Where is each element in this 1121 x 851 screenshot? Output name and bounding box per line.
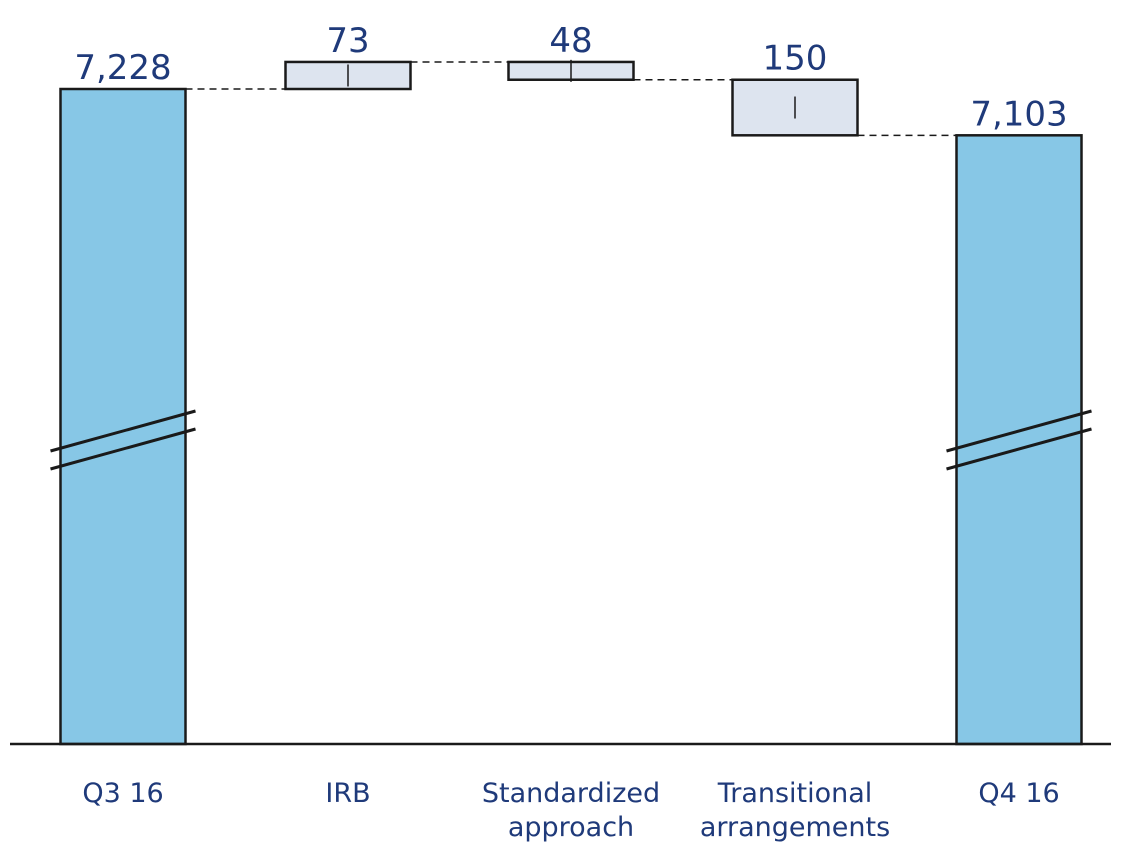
category-label-1: IRB [325,778,370,809]
category-label-0: Q3 16 [82,778,163,809]
category-label-3: Transitional arrangements [700,778,890,843]
value-label-3: 150 [763,39,828,79]
axis-break-0-1 [50,427,196,471]
category-label-4: Q4 16 [978,778,1059,809]
value-label-0: 7,228 [74,48,171,88]
axis-break-4-1 [946,427,1092,471]
category-labels: Q3 16 IRB Standardized approach Transitional… [82,778,1059,843]
connector-lines [185,61,957,137]
value-label-2: 48 [549,21,592,61]
value-label-1: 73 [326,21,369,61]
axis-breaks [50,409,1092,471]
value-label-4: 7,103 [970,94,1067,134]
axis-break-0-0 [50,409,196,453]
axis-break-4-0 [946,409,1092,453]
bars [59,59,1083,746]
bar-4 [955,134,1083,746]
bar-0 [59,87,187,746]
category-label-2: Standardized approach [482,778,660,843]
value-labels: 7,228 73 48 150 7,103 [74,21,1067,134]
